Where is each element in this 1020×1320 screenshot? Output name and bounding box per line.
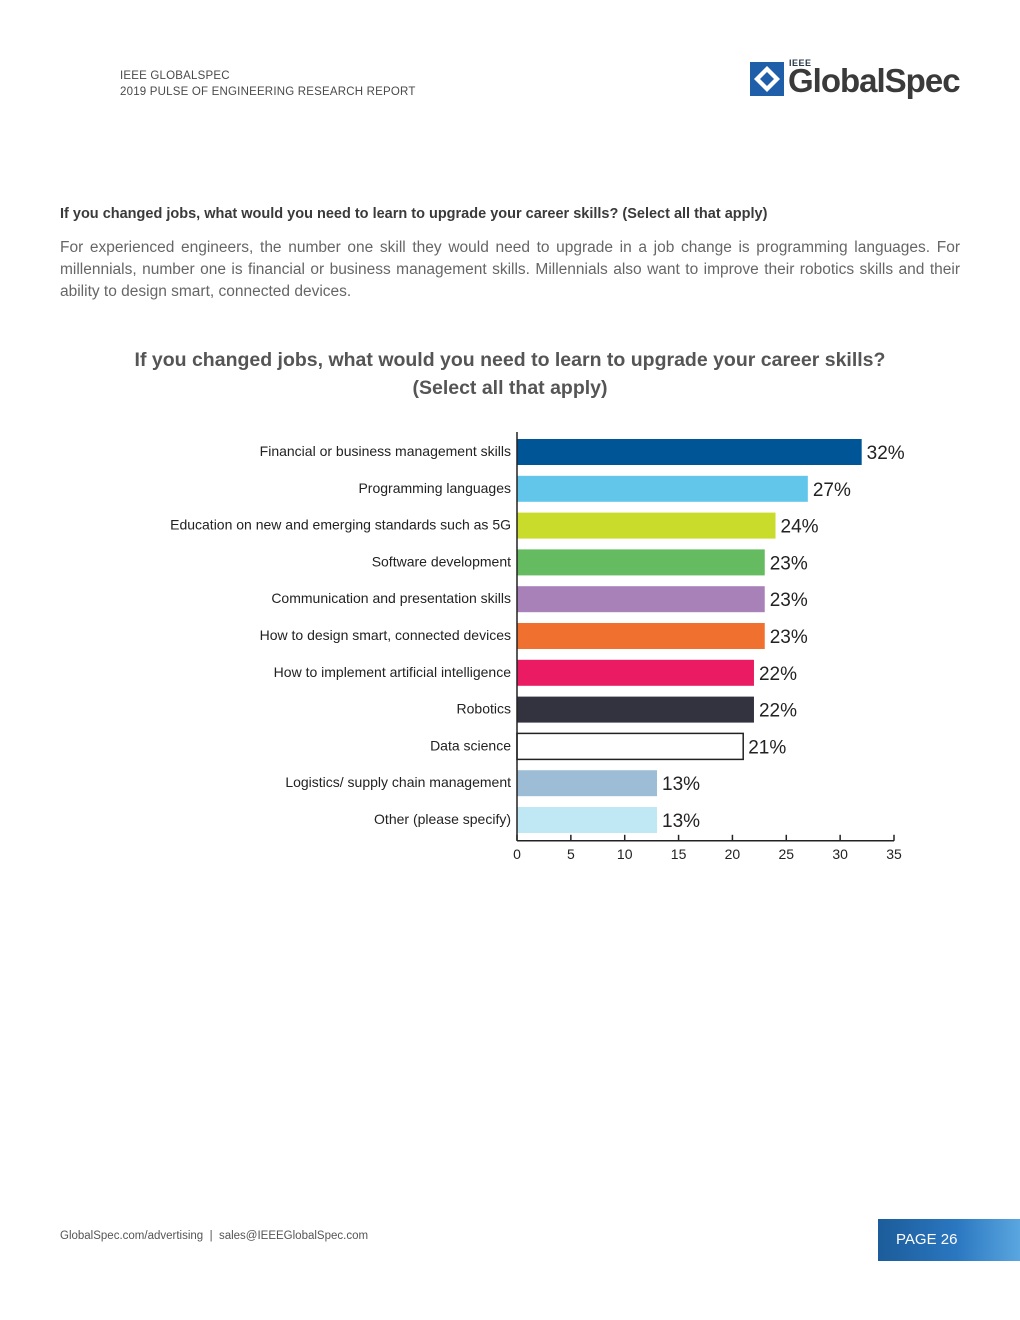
bar (516, 732, 744, 761)
category-label: Logistics/ supply chain management (285, 774, 511, 790)
bar (517, 623, 765, 649)
question-heading: If you changed jobs, what would you need… (60, 206, 768, 222)
value-label: 22% (759, 701, 797, 722)
bar (517, 549, 765, 576)
body-paragraph: For experienced engineers, the number on… (60, 239, 960, 300)
x-tick-label: 20 (725, 846, 741, 862)
category-label: Financial or business management skills (260, 443, 511, 459)
value-label: 22% (759, 664, 797, 685)
category-label: Software development (372, 553, 511, 569)
x-tick-label: 25 (778, 846, 794, 862)
logo-ieee-text: IEEE (789, 58, 812, 68)
value-label: 27% (813, 480, 851, 501)
chart-title-line1: If you changed jobs, what would you need… (134, 349, 886, 371)
category-label: How to implement artificial intelligence (274, 664, 512, 680)
value-label: 23% (770, 590, 808, 611)
bar (517, 659, 754, 686)
value-label: 23% (770, 553, 808, 574)
category-label: How to design smart, connected devices (260, 627, 511, 643)
value-label: 21% (748, 737, 786, 758)
x-tick-label: 10 (617, 846, 633, 862)
globalspec-logo: IEEE GlobalSpec (748, 56, 963, 108)
footer-links: GlobalSpec.com/advertising | sales@IEEEG… (60, 1230, 369, 1242)
page-number-badge: PAGE 26 (878, 1219, 1020, 1261)
bar (517, 439, 862, 465)
bar (517, 475, 808, 502)
logo-wordmark: GlobalSpec (788, 62, 961, 99)
value-label: 13% (662, 811, 700, 832)
header-org: IEEE GLOBALSPEC (120, 70, 230, 82)
bar-chart: Financial or business management skills 3… (170, 432, 905, 862)
value-label: 23% (770, 627, 808, 648)
x-tick-label: 30 (832, 846, 848, 862)
chart-title: If you changed jobs, what would you need… (60, 346, 960, 402)
x-tick-label: 35 (886, 846, 902, 862)
x-tick-label: 0 (513, 846, 521, 862)
bar (517, 586, 765, 613)
category-label: Data science (430, 737, 511, 753)
category-label: Other (please specify) (374, 811, 511, 827)
bar (517, 512, 776, 539)
value-label: 24% (781, 517, 819, 538)
x-tick-label: 5 (567, 846, 575, 862)
diamond-logo-icon (750, 62, 784, 96)
chart-title-line2: (Select all that apply) (412, 377, 608, 399)
category-label: Programming languages (358, 480, 511, 496)
category-label: Robotics (457, 701, 511, 717)
value-label: 13% (662, 774, 700, 795)
bar (517, 807, 658, 833)
category-label: Education on new and emerging standards … (170, 517, 511, 533)
report-header: IEEE GLOBALSPEC 2019 PULSE OF ENGINEERIN… (120, 68, 416, 100)
category-label: Communication and presentation skills (271, 590, 511, 606)
value-label: 32% (867, 443, 905, 464)
bar (517, 770, 658, 797)
bar (517, 696, 754, 723)
header-report-title: 2019 PULSE OF ENGINEERING RESEARCH REPOR… (120, 86, 416, 98)
x-tick-label: 15 (671, 846, 687, 862)
